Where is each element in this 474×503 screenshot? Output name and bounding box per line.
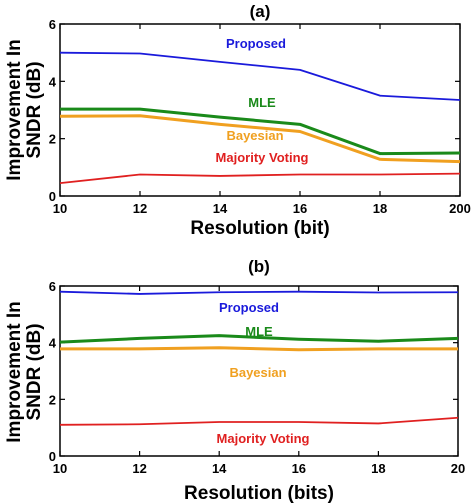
- panel-a-x-tick-label: 14: [213, 201, 228, 216]
- panel-b-plot-frame: [59, 285, 459, 457]
- panel-b-x-axis-label: Resolution (bits): [184, 483, 334, 503]
- panel-b-x-tick-label: 14: [212, 461, 227, 476]
- panel-a-x-tick-label: 16: [293, 201, 307, 216]
- panel-a-series-mle-line: [60, 107, 461, 156]
- panel-b-series-bayesian-label: Bayesian: [229, 365, 286, 380]
- panel-b-series-majority-voting-label: Majority Voting: [217, 431, 310, 446]
- panel-b-x-tick-label: 18: [371, 461, 385, 476]
- panel-a-series-proposed-line: [59, 51, 461, 101]
- panel-b-series-bayesian-line: [60, 346, 458, 352]
- panel-b-y-tick-label: 2: [49, 392, 56, 407]
- panel-a-series-mle-label: MLE: [248, 95, 276, 110]
- panel-a-x-axis-label: Resolution (bit): [190, 218, 329, 239]
- panel-b-y-tick-label: 0: [49, 449, 56, 464]
- panel-a-y-axis-label: Improvement InSNDR (dB): [4, 39, 45, 180]
- panel-a-y-tick-label: 6: [49, 17, 56, 32]
- panel-b-y-axis-label: Improvement InSNDR (dB): [4, 301, 45, 442]
- panel-a-x-tick-label: 12: [133, 201, 147, 216]
- panel-b-series-proposed-label: Proposed: [219, 300, 279, 315]
- panel-b-x-tick-label: 10: [53, 461, 67, 476]
- panel-a-series-bayesian-line: [59, 114, 461, 164]
- panel-a-x-tick-label: 18: [373, 201, 387, 216]
- panel-b-series-majority-voting-line: [59, 416, 459, 426]
- panel-b-x-tick-label: 12: [132, 461, 146, 476]
- panel-a-y-tick-label: 0: [49, 189, 56, 204]
- panel-b-x-tick-label: 16: [292, 461, 306, 476]
- panel-a-series-majority-voting-line: [59, 172, 461, 184]
- panel-b-y-tick-label: 6: [49, 279, 56, 294]
- panel-a-series-bayesian-label: Bayesian: [226, 128, 283, 143]
- panel-b-series-mle-label: MLE: [245, 324, 273, 339]
- panel-a-y-tick-label: 4: [49, 74, 57, 89]
- panel-b-x-tick-label: 20: [451, 461, 465, 476]
- panel-a-title: (a): [250, 2, 271, 21]
- panel-a-x-tick-label: 200: [449, 201, 471, 216]
- panel-b-y-tick-label: 4: [49, 336, 57, 351]
- panel-b-series-proposed-line: [59, 290, 459, 295]
- panel-a-y-tick-label: 2: [49, 132, 56, 147]
- panel-a-series-proposed-label: Proposed: [226, 36, 286, 51]
- panel-b-series-mle-line: [59, 334, 459, 344]
- panel-a-x-tick-label: 10: [53, 201, 67, 216]
- panel-b-title: (b): [248, 257, 270, 276]
- panel-a-series-majority-voting-label: Majority Voting: [216, 150, 309, 165]
